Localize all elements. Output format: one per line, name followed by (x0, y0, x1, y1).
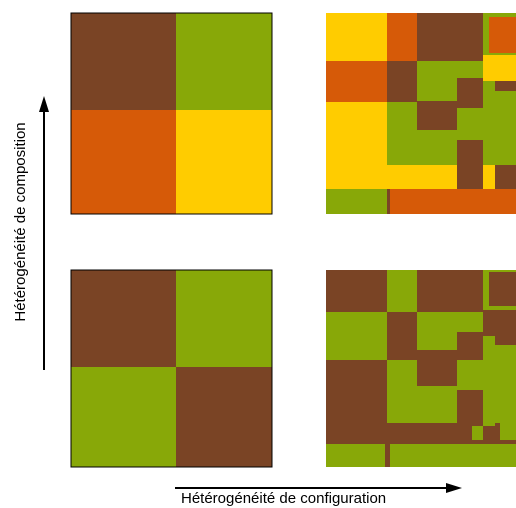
patch-green (495, 345, 516, 423)
patch-green (500, 423, 516, 440)
patch-brown (489, 272, 516, 306)
patch-green (417, 386, 457, 423)
panel-bottom-left (70, 269, 273, 468)
x-axis-label: Hétérogénéité de configuration (181, 490, 386, 507)
patch-green (326, 189, 387, 214)
patch-green (457, 360, 483, 390)
patch-green (472, 426, 483, 440)
patch-green (483, 81, 495, 189)
cell-brown (71, 13, 176, 110)
panel-frame (70, 12, 273, 215)
patch-green (457, 108, 483, 140)
cell-green (176, 270, 272, 367)
y-axis-label: Hétérogénéité de composition (12, 122, 29, 321)
patch-orange (390, 189, 516, 214)
patch-green (495, 91, 516, 165)
patch-green (387, 360, 417, 423)
patch-green (387, 270, 417, 312)
cell-brown (176, 367, 272, 467)
patch-green (390, 444, 516, 467)
patch-green (387, 102, 417, 165)
panel-top-right (326, 13, 516, 214)
cell-green (71, 367, 176, 467)
patch-green (417, 61, 457, 101)
patch-orange (489, 17, 516, 53)
y-axis: Hétérogénéité de composition (12, 96, 49, 370)
patch-yellow (483, 165, 495, 189)
patch-green (483, 336, 495, 426)
panel-top-left (70, 12, 273, 215)
patch-yellow (326, 13, 387, 61)
patch-green (326, 444, 385, 467)
y-axis-arrowhead (39, 96, 49, 112)
cell-yellow (176, 110, 272, 214)
patch-green (417, 130, 457, 165)
patch-orange (326, 61, 387, 102)
panel-bottom-right (326, 270, 516, 467)
x-axis-arrowhead (446, 483, 462, 493)
x-axis: Hétérogénéité de configuration (175, 483, 462, 507)
patch-orange (387, 13, 417, 61)
panel-frame (70, 269, 273, 468)
cell-orange (71, 110, 176, 214)
patch-green (457, 312, 483, 332)
patch-yellow (326, 102, 387, 189)
patch-yellow (387, 165, 457, 189)
patch-green (326, 312, 387, 360)
patch-green (417, 312, 457, 350)
cell-brown (71, 270, 176, 367)
cell-green (176, 13, 272, 110)
patch-yellow (483, 55, 516, 81)
patch-green (457, 61, 483, 78)
